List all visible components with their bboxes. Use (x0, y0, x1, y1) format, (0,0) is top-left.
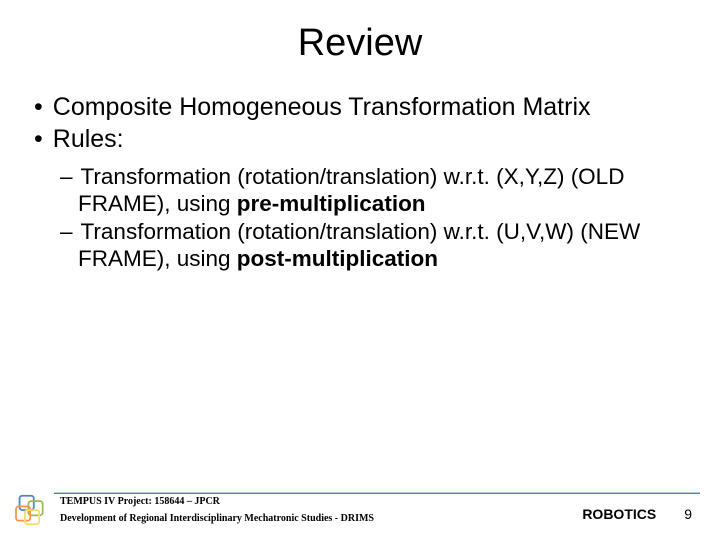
bullet-item: Composite Homogeneous Transformation Mat… (28, 93, 692, 123)
footer-divider (54, 492, 700, 494)
footer-course: ROBOTICS (582, 506, 656, 522)
sub-bullet-item: Transformation (rotation/translation) w.… (78, 219, 692, 272)
footer-page-number: 9 (684, 506, 692, 522)
content-area: Composite Homogeneous Transformation Mat… (0, 65, 720, 272)
footer-right: ROBOTICS 9 (582, 506, 692, 522)
sub-bullet-bold: pre-multiplication (237, 191, 426, 216)
sub-bullet-list: Transformation (rotation/translation) w.… (28, 164, 692, 272)
dash-marker (60, 219, 81, 244)
bullet-item: Rules: (28, 125, 692, 155)
sub-bullet-bold: post-multiplication (237, 246, 438, 271)
dash-marker (60, 164, 81, 189)
slide-title: Review (0, 0, 720, 65)
sub-bullet-item: Transformation (rotation/translation) w.… (78, 164, 692, 217)
slide: Review Composite Homogeneous Transformat… (0, 0, 720, 540)
